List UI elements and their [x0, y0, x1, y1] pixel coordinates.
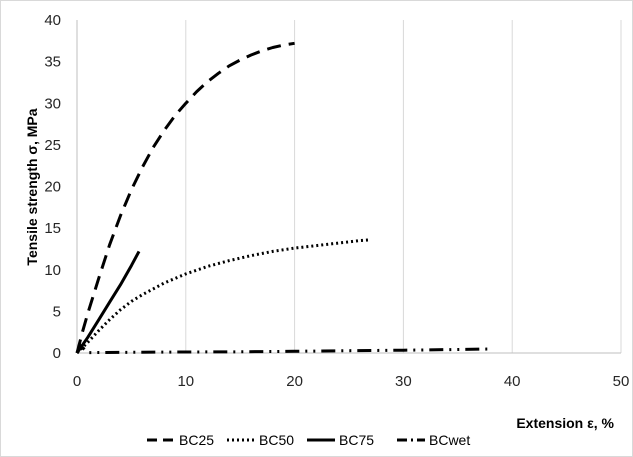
- axes: [76, 20, 621, 354]
- series-bc50-line: [75, 238, 371, 355]
- series-bc75-line: [75, 250, 141, 354]
- y-tick-label: 40: [44, 12, 61, 29]
- y-tick-label: 0: [53, 345, 61, 362]
- x-tick-label: 50: [613, 373, 630, 390]
- y-tick-label: 30: [44, 95, 61, 112]
- x-tick-label: 30: [395, 373, 412, 390]
- grid-lines: [185, 20, 622, 353]
- legend-label-bc25: BC25: [179, 432, 214, 448]
- series-lines: [75, 41, 491, 355]
- y-tick-label: 20: [44, 179, 61, 196]
- x-tick-label: 10: [177, 373, 194, 390]
- y-tick-label: 10: [44, 262, 61, 279]
- legend: BC25 BC50 BC75 BCwet: [147, 432, 470, 448]
- legend-label-bc50: BC50: [259, 432, 294, 448]
- x-tick-label: 0: [73, 373, 81, 390]
- y-axis-title: Tensile strength σ, MPa: [24, 108, 40, 265]
- tick-labels: 0 5 10 15 20 25 30 35 40 0 10 20 30 40 50: [44, 12, 629, 390]
- y-tick-label: 35: [44, 54, 61, 71]
- x-axis-title: Extension ε, %: [516, 415, 614, 431]
- series-bcwet-line: [75, 344, 491, 355]
- legend-label-bcwet: BCwet: [429, 432, 470, 448]
- y-tick-label: 25: [44, 137, 61, 154]
- x-tick-label: 20: [286, 373, 303, 390]
- y-tick-label: 5: [53, 303, 61, 320]
- legend-label-bc75: BC75: [339, 432, 374, 448]
- series-bc25-line: [75, 41, 295, 354]
- x-tick-label: 40: [504, 373, 521, 390]
- y-tick-label: 15: [44, 220, 61, 237]
